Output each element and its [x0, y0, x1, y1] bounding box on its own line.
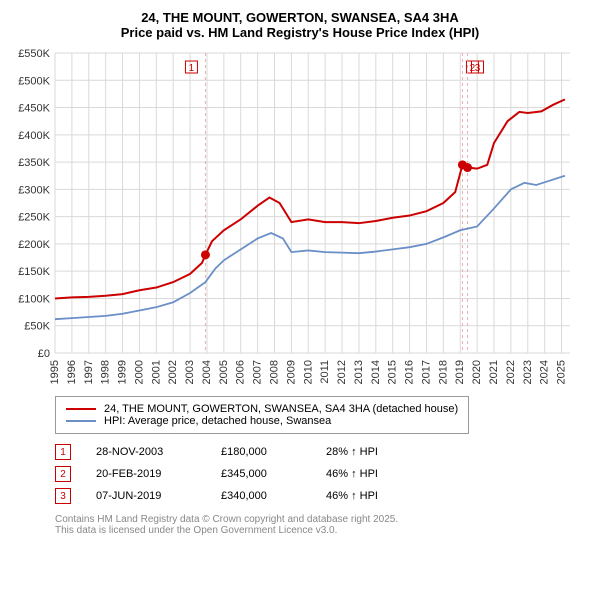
svg-text:2020: 2020	[471, 360, 483, 384]
svg-text:£150K: £150K	[18, 266, 50, 278]
legend-item: 24, THE MOUNT, GOWERTON, SWANSEA, SA4 3H…	[66, 403, 458, 415]
svg-text:£250K: £250K	[18, 212, 50, 224]
svg-text:£550K: £550K	[18, 48, 50, 60]
transaction-badge: 3	[55, 488, 71, 504]
chart-title-block: 24, THE MOUNT, GOWERTON, SWANSEA, SA4 3H…	[10, 10, 590, 40]
svg-text:£500K: £500K	[18, 75, 50, 87]
svg-text:2017: 2017	[420, 360, 432, 384]
svg-text:1999: 1999	[117, 360, 129, 384]
legend: 24, THE MOUNT, GOWERTON, SWANSEA, SA4 3H…	[55, 396, 469, 434]
transaction-row: 1 28-NOV-2003 £180,000 28% ↑ HPI	[55, 444, 590, 460]
svg-text:2021: 2021	[488, 360, 500, 384]
legend-label: HPI: Average price, detached house, Swan…	[104, 415, 331, 427]
series-hpi	[55, 176, 565, 319]
transaction-price: £180,000	[221, 446, 301, 458]
chart-container: £0 £50K £100K £150K £200K £250K £300K £350K £400…	[10, 48, 590, 388]
svg-text:2024: 2024	[539, 360, 551, 384]
svg-text:2023: 2023	[522, 360, 534, 384]
svg-text:2011: 2011	[319, 360, 331, 384]
svg-text:£350K: £350K	[18, 157, 50, 169]
footer-line-2: This data is licensed under the Open Gov…	[55, 525, 590, 536]
svg-text:£200K: £200K	[18, 239, 50, 251]
svg-text:2012: 2012	[336, 360, 348, 384]
svg-text:2013: 2013	[353, 360, 365, 384]
svg-text:2008: 2008	[269, 360, 281, 384]
svg-text:£400K: £400K	[18, 130, 50, 142]
svg-text:2005: 2005	[218, 360, 230, 384]
title-line-1: 24, THE MOUNT, GOWERTON, SWANSEA, SA4 3H…	[10, 10, 590, 25]
svg-text:2006: 2006	[235, 360, 247, 384]
transaction-row: 2 20-FEB-2019 £345,000 46% ↑ HPI	[55, 466, 590, 482]
transaction-date: 28-NOV-2003	[96, 446, 196, 458]
legend-item: HPI: Average price, detached house, Swan…	[66, 415, 458, 427]
footer-attribution: Contains HM Land Registry data © Crown c…	[55, 514, 590, 536]
svg-text:1998: 1998	[100, 360, 112, 384]
svg-text:£0: £0	[38, 348, 50, 360]
transaction-delta: 28% ↑ HPI	[326, 446, 378, 458]
sale-marker	[201, 250, 210, 259]
svg-text:2004: 2004	[201, 360, 213, 384]
svg-text:2018: 2018	[437, 360, 449, 384]
footer-line-1: Contains HM Land Registry data © Crown c…	[55, 514, 590, 525]
price-chart: £0 £50K £100K £150K £200K £250K £300K £350K £400…	[10, 48, 580, 388]
transaction-date: 07-JUN-2019	[96, 490, 196, 502]
svg-text:2001: 2001	[150, 360, 162, 384]
legend-label: 24, THE MOUNT, GOWERTON, SWANSEA, SA4 3H…	[104, 403, 458, 415]
svg-text:2016: 2016	[404, 360, 416, 384]
svg-text:2019: 2019	[454, 360, 466, 384]
legend-swatch	[66, 420, 96, 422]
svg-text:2007: 2007	[252, 360, 264, 384]
svg-text:2002: 2002	[167, 360, 179, 384]
transactions-table: 1 28-NOV-2003 £180,000 28% ↑ HPI 2 20-FEB-201…	[55, 444, 590, 504]
svg-text:1: 1	[189, 63, 195, 74]
svg-text:2000: 2000	[133, 360, 145, 384]
transaction-date: 20-FEB-2019	[96, 468, 196, 480]
transaction-delta: 46% ↑ HPI	[326, 490, 378, 502]
series-price_paid	[55, 99, 565, 298]
transaction-row: 3 07-JUN-2019 £340,000 46% ↑ HPI	[55, 488, 590, 504]
sale-marker	[463, 163, 472, 172]
svg-text:2015: 2015	[387, 360, 399, 384]
transaction-badge: 2	[55, 466, 71, 482]
svg-text:1996: 1996	[66, 360, 78, 384]
svg-text:1995: 1995	[49, 360, 61, 384]
legend-swatch	[66, 408, 96, 410]
svg-text:2022: 2022	[505, 360, 517, 384]
svg-text:2009: 2009	[285, 360, 297, 384]
svg-text:2014: 2014	[370, 360, 382, 384]
svg-text:£450K: £450K	[18, 103, 50, 115]
transaction-delta: 46% ↑ HPI	[326, 468, 378, 480]
svg-text:2003: 2003	[184, 360, 196, 384]
svg-text:£300K: £300K	[18, 184, 50, 196]
svg-text:£50K: £50K	[24, 321, 50, 333]
svg-text:2010: 2010	[302, 360, 314, 384]
transaction-price: £340,000	[221, 490, 301, 502]
svg-text:2025: 2025	[556, 360, 568, 384]
svg-text:1997: 1997	[83, 360, 95, 384]
transaction-price: £345,000	[221, 468, 301, 480]
title-line-2: Price paid vs. HM Land Registry's House …	[10, 25, 590, 40]
svg-text:3: 3	[475, 63, 481, 74]
svg-text:£100K: £100K	[18, 293, 50, 305]
transaction-badge: 1	[55, 444, 71, 460]
